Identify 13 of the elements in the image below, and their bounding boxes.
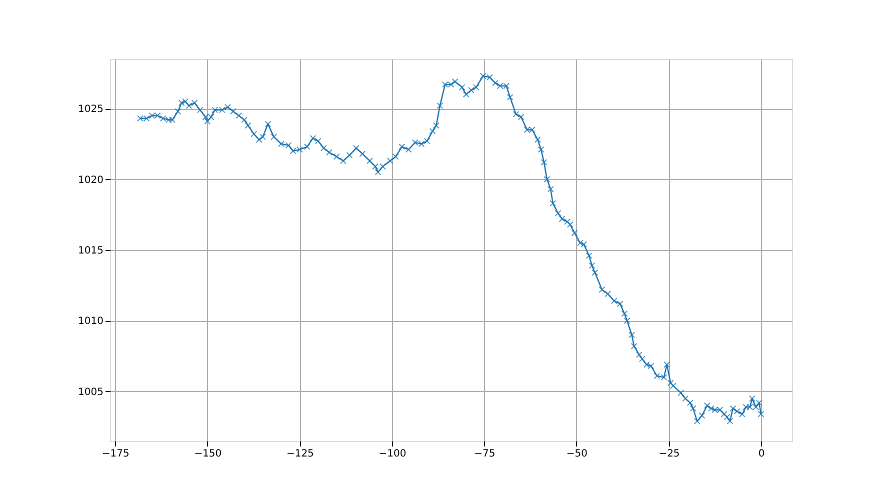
x-tick-label: −75 — [474, 448, 496, 460]
x-tick-label: −50 — [566, 448, 588, 460]
y-tick-label: 1015 — [78, 246, 104, 256]
x-tick-label: −125 — [286, 448, 314, 460]
x-tick-label: 0 — [758, 448, 765, 460]
y-tick-label: 1010 — [78, 316, 104, 328]
y-tick-label: 1025 — [78, 104, 104, 116]
x-tick-label: −150 — [194, 448, 222, 460]
x-tick-label: −25 — [658, 448, 680, 460]
x-tick-label: −175 — [102, 448, 130, 460]
y-tick-label: 1020 — [78, 174, 104, 186]
y-tick-label: 1005 — [78, 386, 104, 398]
x-tick-label: −100 — [378, 448, 406, 460]
